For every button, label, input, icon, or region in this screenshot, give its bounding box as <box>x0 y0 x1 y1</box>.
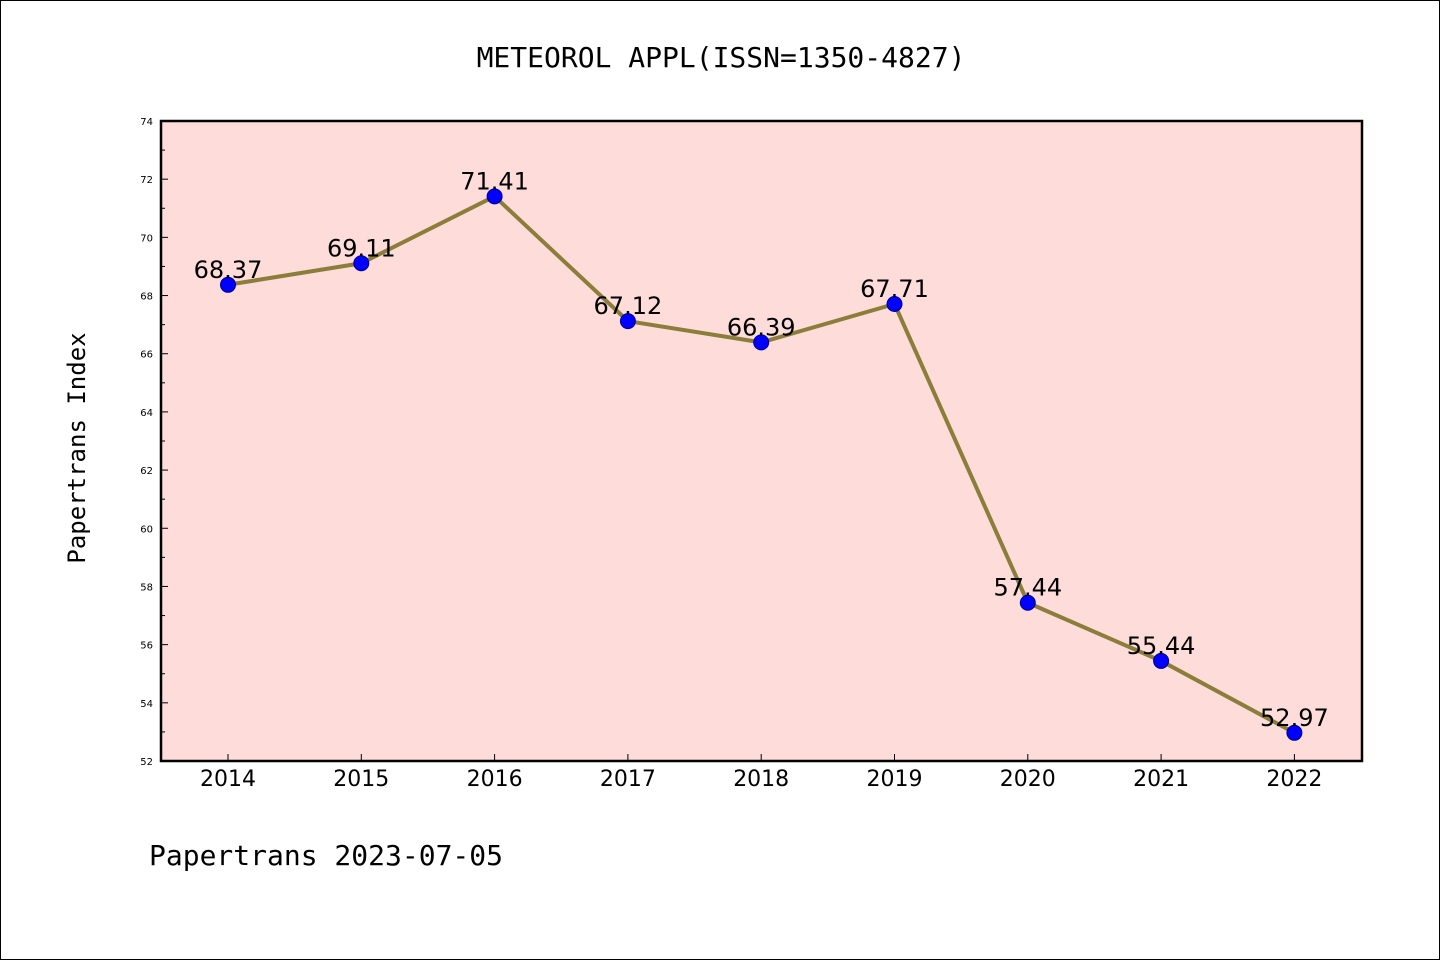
y-axis: 52 54 56 58 60 62 64 66 68 70 72 74 <box>140 117 168 768</box>
data-label: 67.12 <box>594 292 663 320</box>
y-tick-label: 52 <box>140 757 153 768</box>
data-point <box>619 313 636 330</box>
data-point <box>220 276 236 293</box>
data-label: 69.11 <box>327 234 396 262</box>
data-point <box>886 295 903 312</box>
x-tick-label: 2022 <box>1266 767 1322 792</box>
x-tick-label: 2019 <box>867 767 923 792</box>
y-tick-label: 60 <box>140 524 153 535</box>
x-tick-label: 2017 <box>600 767 656 792</box>
data-point <box>1019 594 1036 611</box>
data-markers <box>220 188 1303 741</box>
data-point <box>1153 652 1170 669</box>
x-tick-label: 2018 <box>733 767 789 792</box>
data-point <box>753 334 770 351</box>
x-tick-label: 2016 <box>467 767 523 792</box>
data-label: 71.41 <box>460 167 529 195</box>
data-label: 66.39 <box>727 313 796 341</box>
x-axis: 2014 2015 2016 2017 2018 2019 2020 2021 2022 <box>200 754 1322 792</box>
data-point <box>1286 724 1303 741</box>
y-tick-label: 72 <box>140 175 153 186</box>
x-tick-label: 2015 <box>333 767 389 792</box>
y-tick-label: 64 <box>140 408 153 419</box>
y-tick-label: 56 <box>140 641 153 652</box>
data-point <box>486 188 503 205</box>
y-tick-label: 54 <box>140 699 153 710</box>
y-tick-label: 62 <box>140 466 153 477</box>
footer-text: Papertrans 2023-07-05 <box>149 839 503 872</box>
y-tick-label: 74 <box>140 117 153 128</box>
chart-title: METEOROL APPL(ISSN=1350-4827) <box>477 41 966 74</box>
x-tick-label: 2021 <box>1133 767 1189 792</box>
y-tick-label: 70 <box>140 233 153 244</box>
data-point <box>353 255 370 272</box>
y-tick-label: 58 <box>140 582 153 593</box>
plot-border <box>159 119 1364 763</box>
data-label: 55.44 <box>1127 632 1196 660</box>
data-label: 52.97 <box>1260 704 1329 732</box>
y-axis-label: Papertrans Index <box>63 332 91 563</box>
y-tick-label: 66 <box>140 350 153 361</box>
data-labels: 68.37 69.11 71.41 67.12 66.39 67.71 57.44 55.44… <box>194 167 1329 731</box>
x-tick-label: 2020 <box>1000 767 1056 792</box>
y-tick-label: 68 <box>140 292 153 303</box>
data-label: 67.71 <box>860 275 929 303</box>
data-label: 68.37 <box>194 256 263 284</box>
plot-area <box>161 121 1362 761</box>
data-label: 57.44 <box>993 574 1062 602</box>
x-tick-label: 2014 <box>200 767 256 792</box>
